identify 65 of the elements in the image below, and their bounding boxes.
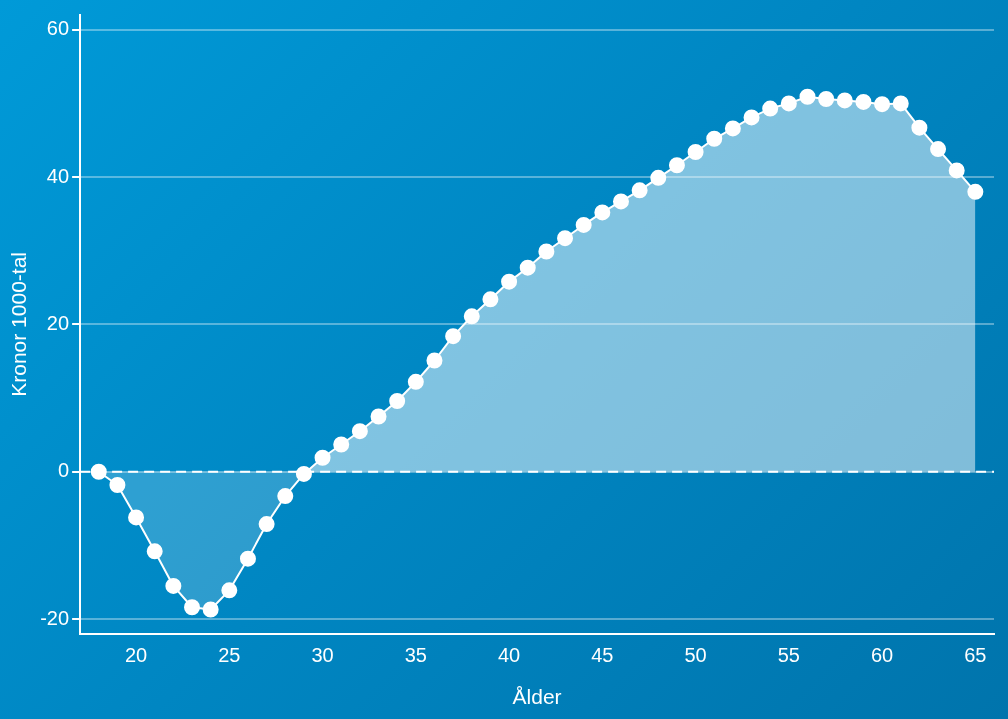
point <box>389 393 406 410</box>
y-tick-label: 40 <box>46 164 70 187</box>
y-tick-label: -20 <box>40 606 70 629</box>
y-axis-title: Kronor 1000-tal <box>7 252 31 397</box>
point <box>482 291 499 308</box>
x-tick-label: 40 <box>497 644 521 667</box>
x-tick-label: 30 <box>311 644 334 667</box>
point <box>370 408 387 425</box>
point <box>799 88 816 105</box>
point <box>165 577 182 594</box>
point <box>146 543 163 560</box>
x-tick-label: 25 <box>218 644 241 667</box>
point <box>724 120 741 137</box>
point <box>836 92 853 109</box>
point <box>762 100 779 117</box>
point <box>948 162 965 179</box>
point <box>594 204 611 221</box>
point <box>557 230 574 247</box>
point <box>650 169 667 186</box>
point <box>333 436 350 453</box>
point <box>855 93 872 110</box>
x-tick-label: 45 <box>591 644 614 667</box>
point <box>426 352 443 369</box>
point <box>407 373 424 390</box>
point <box>109 476 126 493</box>
point <box>743 109 760 126</box>
x-axis-title: Ålder <box>512 685 562 709</box>
point <box>90 463 107 480</box>
x-tick-label: 55 <box>777 644 800 667</box>
point <box>911 119 928 136</box>
point <box>258 516 275 533</box>
point <box>930 141 947 158</box>
point <box>463 308 480 325</box>
point <box>706 130 723 147</box>
point <box>575 216 592 233</box>
x-tick-label: 20 <box>124 644 148 667</box>
point <box>277 488 294 505</box>
point <box>612 193 629 210</box>
y-tick-label: 0 <box>57 459 70 482</box>
point <box>967 183 984 200</box>
x-tick-label: 50 <box>684 644 707 667</box>
point <box>687 144 704 161</box>
point <box>892 95 909 112</box>
y-tick-label: 60 <box>46 17 70 40</box>
point <box>501 273 518 290</box>
y-tick-label: 20 <box>46 311 70 334</box>
point <box>519 259 536 276</box>
x-tick-label: 60 <box>870 644 894 667</box>
point <box>351 423 368 440</box>
point <box>780 95 797 112</box>
point <box>631 182 648 199</box>
x-tick-label: 35 <box>404 644 427 667</box>
point <box>295 465 312 482</box>
point <box>538 243 555 260</box>
point <box>445 328 462 345</box>
point <box>221 582 238 599</box>
x-tick-label: 65 <box>964 644 987 667</box>
point <box>184 599 201 616</box>
point <box>314 449 331 466</box>
point <box>874 96 891 113</box>
point <box>818 90 835 107</box>
point <box>202 601 219 618</box>
point <box>128 509 145 526</box>
point <box>239 550 256 567</box>
point <box>668 157 685 174</box>
